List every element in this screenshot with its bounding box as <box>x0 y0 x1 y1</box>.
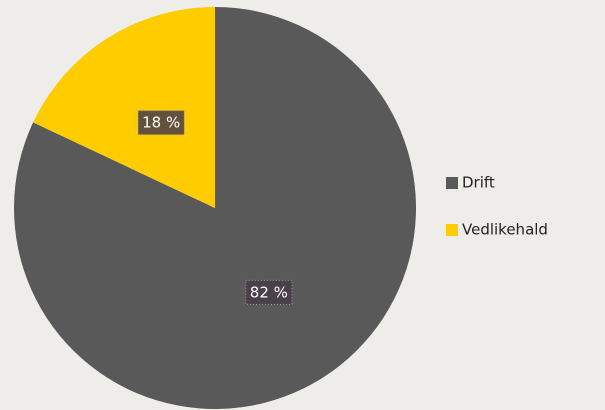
legend-label: Drift <box>462 174 495 192</box>
data-label-group: 82 % <box>245 279 293 305</box>
legend-label: Vedlikehald <box>462 221 548 239</box>
pie-slice <box>13 7 416 409</box>
legend-swatch <box>446 177 458 189</box>
data-label: 18 % <box>142 114 180 132</box>
data-label: 82 % <box>250 283 288 301</box>
data-label-box <box>245 279 293 305</box>
pie-slice <box>33 7 215 208</box>
legend-swatch <box>446 224 458 236</box>
data-label-box <box>137 110 185 136</box>
data-label-group: 18 % <box>137 110 185 136</box>
